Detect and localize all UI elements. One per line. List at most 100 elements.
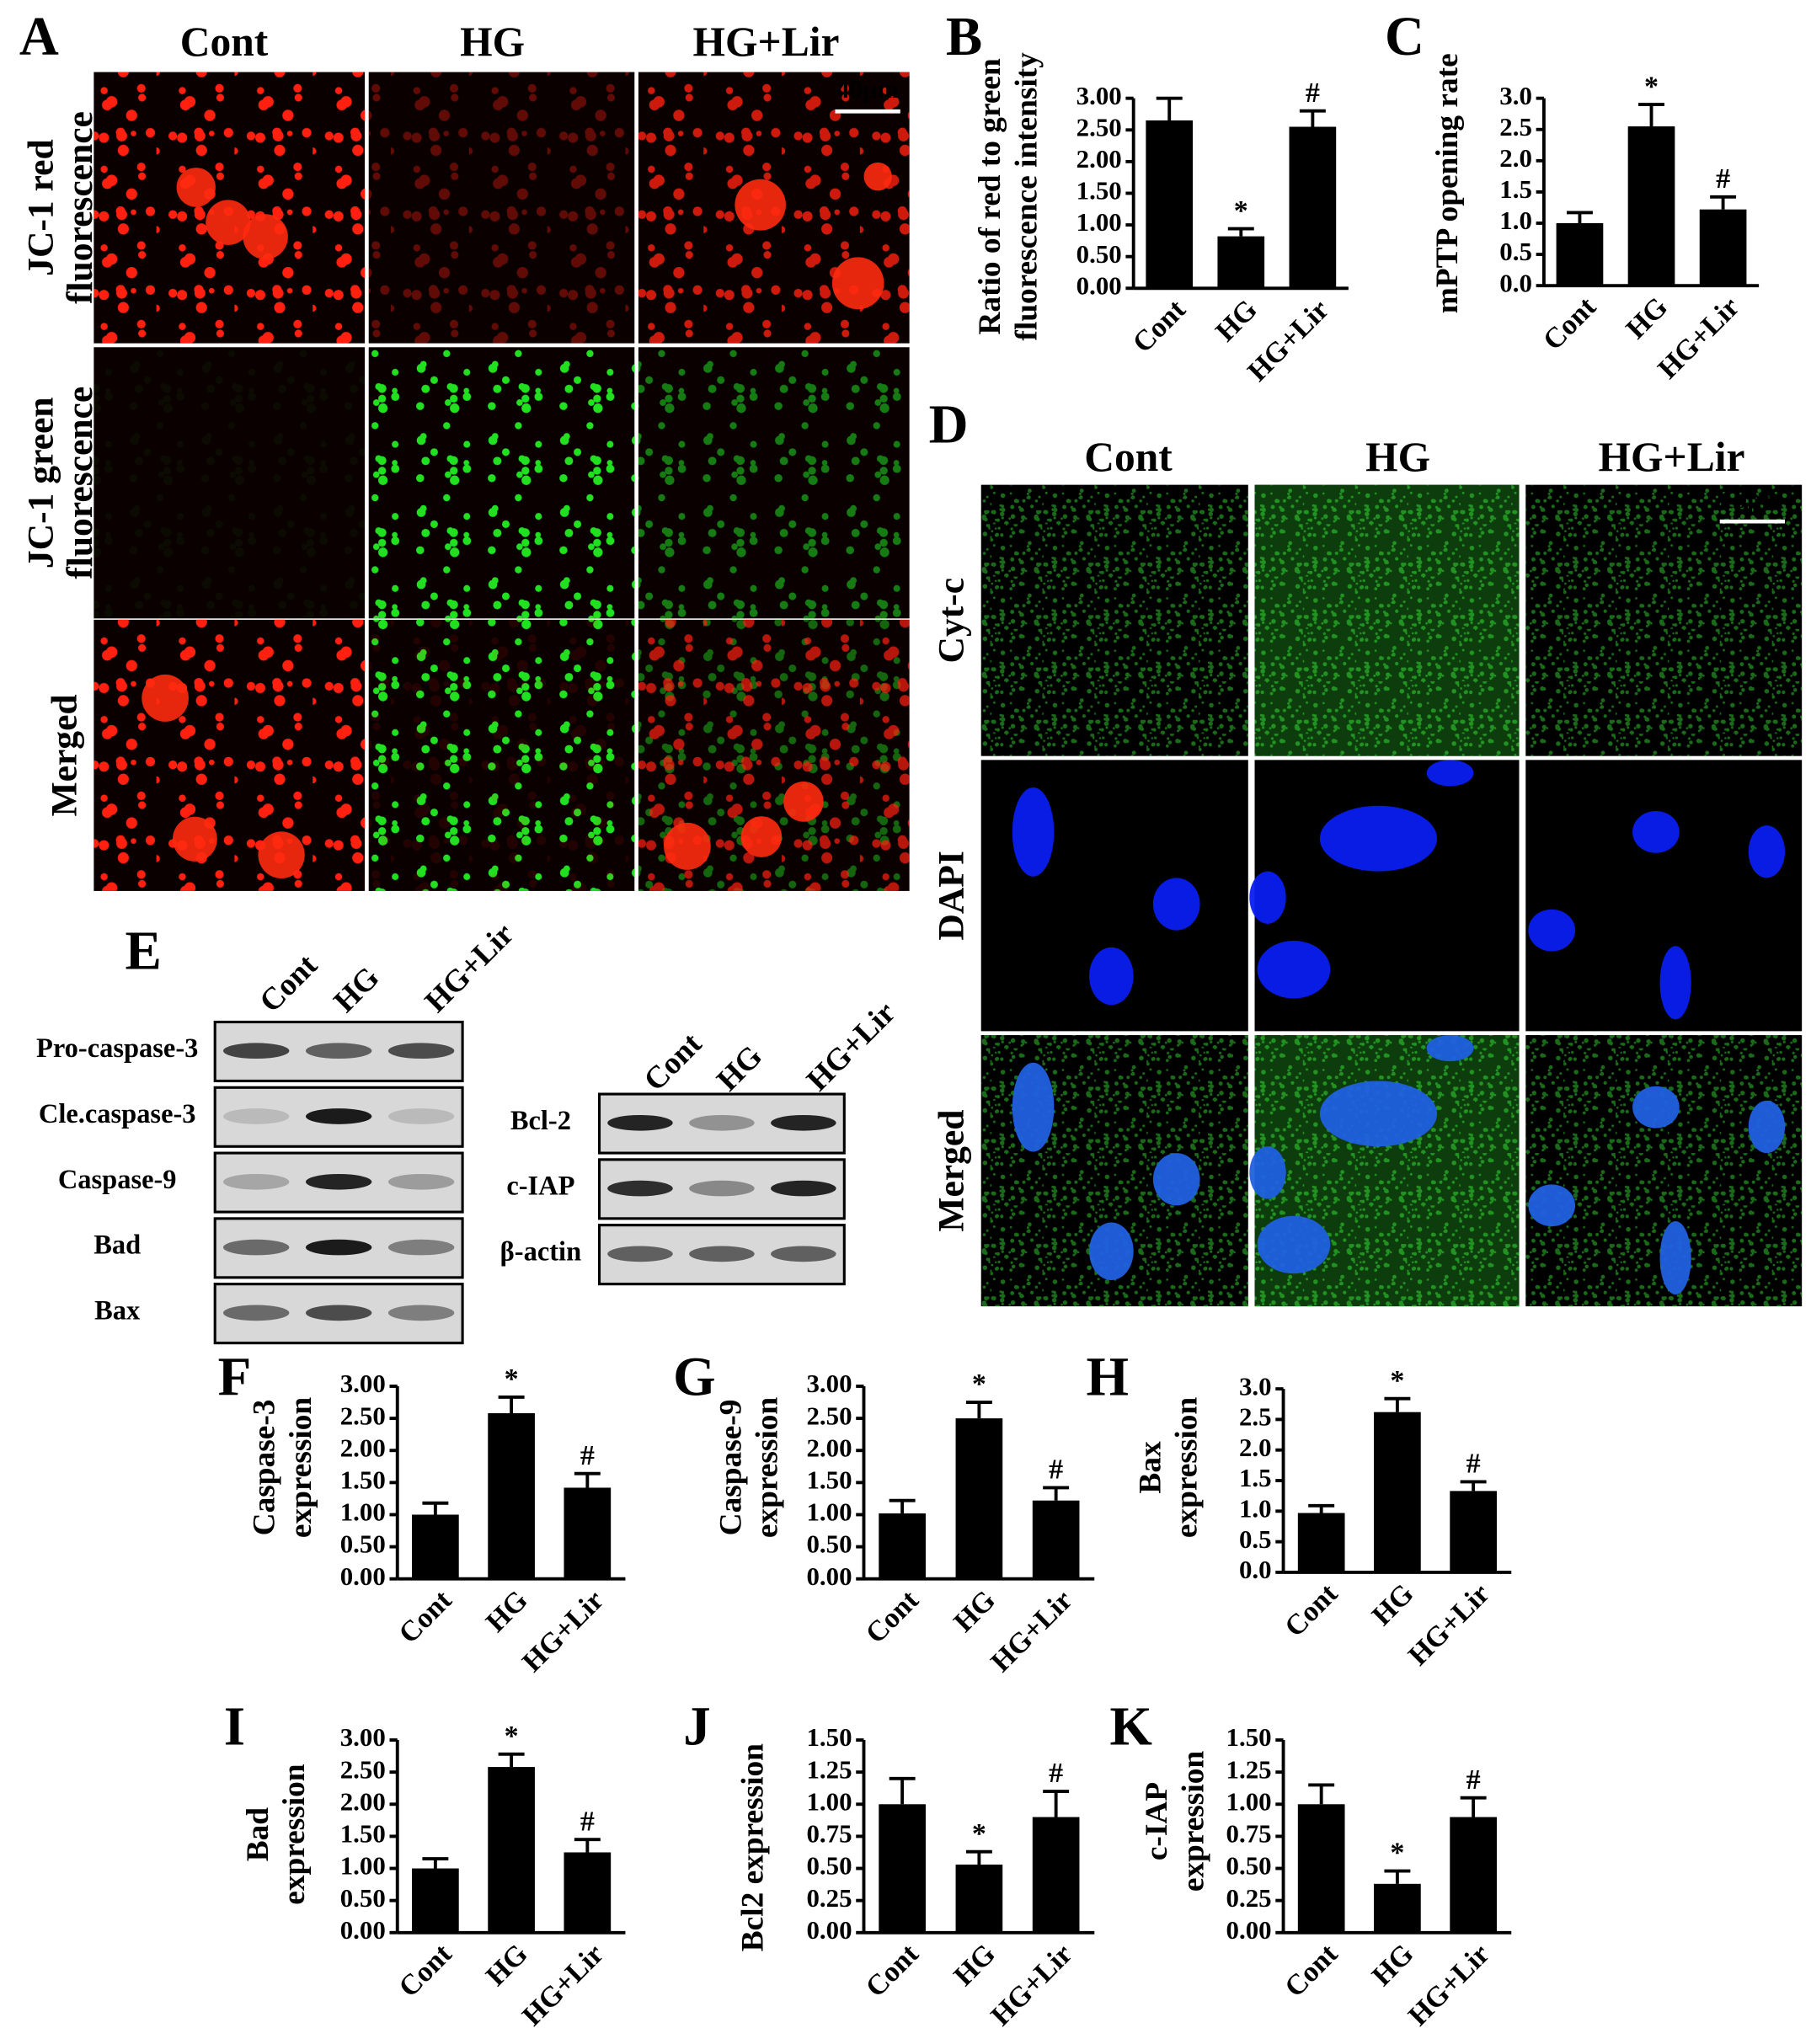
y-tick-label: 1.00 <box>1226 1786 1272 1816</box>
y-tick-label: 2.50 <box>806 1401 852 1430</box>
blot-band <box>771 1114 836 1131</box>
cell-cluster <box>664 822 711 870</box>
y-axis-label: Bax <box>1133 1441 1167 1494</box>
significance-mark: # <box>1466 1449 1481 1480</box>
nucleus <box>1257 1215 1331 1274</box>
bar <box>955 1864 1003 1933</box>
blot-band <box>387 1173 455 1190</box>
column-header: HG <box>460 19 525 65</box>
blot-band <box>305 1305 372 1321</box>
bar <box>955 1418 1003 1579</box>
lane-label: HG+Lir <box>419 917 521 1020</box>
x-tick-label: Cont <box>1279 1938 1344 2004</box>
blot-band <box>223 1043 290 1059</box>
panel-letter: D <box>929 394 969 455</box>
y-tick-label: 0.0 <box>1499 268 1532 297</box>
nucleus <box>1748 1100 1786 1154</box>
x-tick-label: HG <box>948 1939 1002 1993</box>
y-tick-label: 1.0 <box>1239 1493 1272 1523</box>
blot-band <box>305 1173 372 1190</box>
bar <box>412 1868 459 1933</box>
cell-cluster <box>176 168 216 207</box>
x-tick-label: Cont <box>1127 294 1192 360</box>
y-tick-label: 1.00 <box>806 1786 852 1816</box>
y-axis-label: expression <box>277 1764 312 1905</box>
x-tick-label: HG <box>480 1584 534 1638</box>
blot-band <box>771 1246 836 1262</box>
row-label: Merged <box>932 1110 972 1232</box>
y-axis-label: fluorescence intensity <box>1010 52 1044 341</box>
significance-mark: # <box>1049 1758 1063 1789</box>
panel-letter: H <box>1086 1347 1129 1407</box>
y-tick-label: 3.0 <box>1499 81 1532 110</box>
y-tick-label: 2.00 <box>340 1433 386 1462</box>
y-tick-label: 0.0 <box>1239 1555 1272 1584</box>
significance-mark: # <box>580 1806 595 1837</box>
x-tick-label: HG <box>1210 294 1263 348</box>
significance-mark: * <box>505 1364 519 1395</box>
y-tick-label: 0.50 <box>340 1883 386 1913</box>
significance-mark: # <box>1466 1764 1481 1796</box>
y-tick-label: 0.25 <box>1226 1883 1272 1913</box>
x-tick-label: Cont <box>860 1584 925 1650</box>
y-tick-label: 2.0 <box>1499 143 1532 173</box>
lane-label: HG <box>328 960 387 1019</box>
scale-bar-label: 10μm <box>1721 484 1783 514</box>
y-tick-label: 1.0 <box>1499 205 1532 235</box>
cell-cluster <box>740 816 783 857</box>
nucleus <box>1632 811 1680 853</box>
blot-band <box>223 1108 290 1124</box>
bar <box>488 1767 535 1933</box>
significance-mark: # <box>1049 1454 1063 1486</box>
y-tick-label: 1.00 <box>1076 207 1122 237</box>
y-tick-label: 0.75 <box>806 1818 852 1848</box>
row-label: JC-1 red <box>21 139 61 275</box>
panel-letter: I <box>224 1697 245 1758</box>
micrograph-red <box>93 619 366 891</box>
x-tick-label: Cont <box>860 1938 925 2004</box>
cell-cluster <box>783 781 824 822</box>
x-tick-label: HG+Lir <box>1402 1939 1496 2032</box>
x-tick-label: HG+Lir <box>516 1939 610 2032</box>
blot-row-label: Caspase-9 <box>58 1165 177 1195</box>
y-axis-label: expression <box>1170 1397 1205 1539</box>
significance-mark: * <box>1390 1838 1404 1869</box>
bar <box>1699 209 1747 286</box>
significance-mark: # <box>580 1440 595 1471</box>
y-tick-label: 0.00 <box>340 1915 386 1945</box>
nucleus <box>1012 1062 1055 1152</box>
y-axis-label: c-IAP <box>1140 1782 1174 1860</box>
nucleus <box>1528 909 1576 952</box>
blot-band <box>387 1043 455 1059</box>
y-tick-label: 1.50 <box>806 1722 852 1752</box>
y-tick-label: 1.50 <box>340 1465 386 1494</box>
panel-letter: E <box>125 921 161 982</box>
y-tick-label: 1.50 <box>1226 1722 1272 1752</box>
nucleus <box>1249 871 1286 924</box>
y-tick-label: 2.50 <box>1076 112 1122 141</box>
y-axis-label: Bcl2 expression <box>736 1743 771 1951</box>
nucleus <box>1659 946 1691 1020</box>
blot-band <box>771 1180 836 1197</box>
blot-band <box>305 1043 372 1059</box>
significance-mark: # <box>1716 163 1730 195</box>
significance-mark: * <box>505 1721 519 1752</box>
y-tick-label: 1.00 <box>340 1851 386 1881</box>
nucleus <box>1319 805 1438 872</box>
row-label: Merged <box>44 694 84 816</box>
column-header: HG+Lir <box>1599 434 1745 480</box>
y-tick-label: 1.50 <box>1076 176 1122 205</box>
column-header: HG+Lir <box>693 19 840 65</box>
y-tick-label: 0.00 <box>1226 1915 1272 1945</box>
y-tick-label: 1.00 <box>806 1497 852 1527</box>
y-tick-label: 1.5 <box>1499 174 1532 204</box>
lane-label: Cont <box>638 1027 709 1098</box>
y-tick-label: 1.50 <box>806 1465 852 1494</box>
cell-cluster <box>258 831 305 878</box>
bar <box>1032 1817 1080 1933</box>
row-label: DAPI <box>932 851 972 940</box>
blot-row-label: Bad <box>93 1230 141 1261</box>
bar <box>1627 126 1675 286</box>
cell-cluster <box>863 162 892 191</box>
y-tick-label: 2.5 <box>1499 112 1532 141</box>
